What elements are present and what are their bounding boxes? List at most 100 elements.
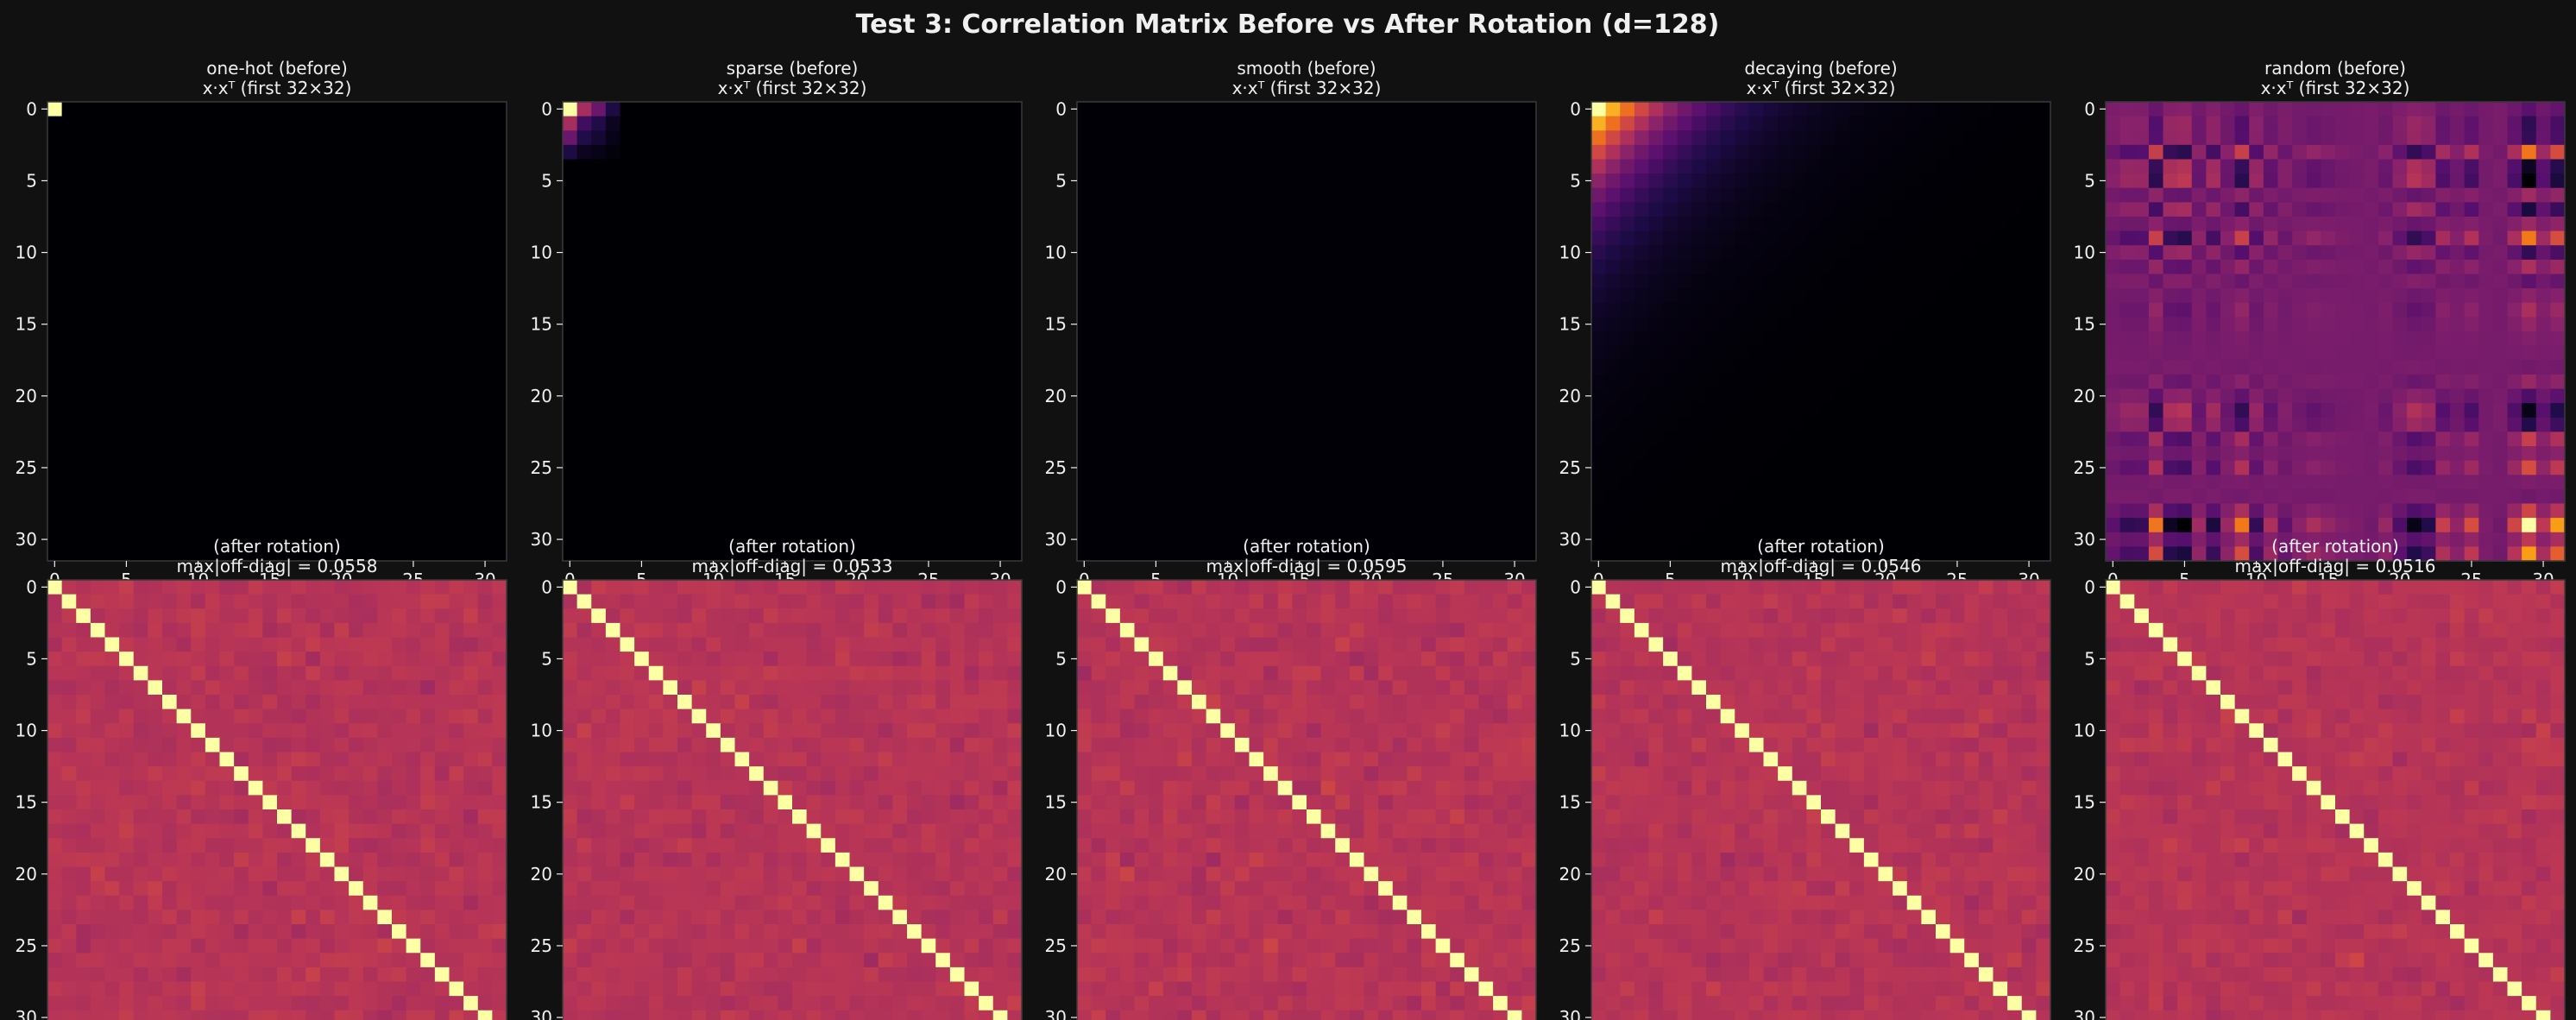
heatmap-cell [734,245,750,261]
heatmap-cell [1849,187,1865,203]
heatmap-cell [334,245,350,261]
heatmap-cell [291,546,306,562]
heatmap-cell [1277,288,1293,304]
heatmap-cell [219,403,235,419]
heatmap-cell [1936,360,1951,375]
heatmap-cell [1450,388,1465,404]
heatmap-cell [2550,317,2566,332]
heatmap-cell [1277,331,1293,347]
heatmap-cell [1748,202,1765,217]
heatmap-cell [2522,345,2537,361]
heatmap-cell [1620,431,1635,447]
heatmap-cell [119,159,135,174]
heatmap-cell [2378,159,2394,174]
heatmap-panel-5: random (before)x·xᵀ (first 32×32)0055101… [2074,58,2566,590]
heatmap-cell [277,446,293,462]
heatmap-cell [434,274,450,289]
heatmap-cell [605,144,621,161]
heatmap-cell [76,403,91,419]
heatmap-cell [1863,102,1880,117]
heatmap-cell [104,173,120,189]
heatmap-cell [1763,503,1779,519]
heatmap-cell [677,460,693,475]
heatmap-cell [576,431,592,447]
heatmap-cell [992,460,1008,475]
heatmap-cell [979,532,994,547]
heatmap-cell [1177,130,1193,146]
heatmap-cell [949,403,966,419]
heatmap-cell [334,431,350,447]
heatmap-cell [1478,102,1494,117]
heatmap-cell [734,403,750,419]
heatmap-cell [463,345,479,361]
heatmap-cell [806,360,822,375]
heatmap-cell [1134,503,1149,519]
heatmap-cell [1591,144,1607,161]
heatmap-cell [1763,518,1779,533]
heatmap-cell [806,446,822,462]
heatmap-cell [119,360,135,375]
heatmap-cell [61,460,77,475]
heatmap-cell [2220,288,2236,304]
heatmap-cell [176,230,192,246]
heatmap-cell [878,431,893,447]
heatmap-cell [1320,274,1336,289]
heatmap-cell [1735,317,1750,332]
heatmap-cell [1591,230,1607,246]
heatmap-cell [1949,546,1965,562]
heatmap-cell [1478,403,1494,419]
heatmap-cell [362,546,378,562]
heatmap-cell [1077,159,1093,174]
heatmap-cell [1493,317,1508,332]
heatmap-cell [749,187,765,203]
heatmap-cell [1450,503,1465,519]
heatmap-cell [663,331,678,347]
heatmap-cell [1277,460,1293,475]
heatmap-cell [1263,518,1279,533]
heatmap-cell [605,488,621,505]
heatmap-cell [262,317,278,332]
heatmap-cell [878,302,893,318]
heatmap-cell [76,202,91,217]
y-tick-label: 0 [1570,98,1581,119]
heatmap-cell [1936,144,1951,161]
heatmap-cell [591,159,607,174]
heatmap-cell [133,230,148,246]
heatmap-cell [1663,302,1678,318]
heatmap-cell [119,116,135,131]
heatmap-cell [2036,173,2051,189]
heatmap-cell [1720,518,1735,533]
heatmap-cell [2407,144,2422,161]
heatmap-cell [806,532,822,547]
heatmap-cell [262,475,278,490]
heatmap-cell [1863,274,1880,289]
heatmap-cell [1206,202,1221,217]
heatmap-cell [1835,230,1850,246]
heatmap-cell [1835,403,1850,419]
heatmap-cell [892,288,908,304]
heatmap-cell [420,116,436,131]
heatmap-cell [1091,475,1106,490]
heatmap-cell [2450,173,2466,189]
heatmap-cell [2435,288,2451,304]
heatmap-cell [248,460,263,475]
heatmap-cell [1835,503,1850,519]
heatmap-cell [2177,202,2193,217]
heatmap-cell [61,217,77,232]
heatmap-cell [1307,345,1322,361]
heatmap-cell [90,202,106,217]
heatmap-cell [133,302,148,318]
heatmap-cell [992,331,1008,347]
heatmap-cell [663,259,678,275]
heatmap-cell [2492,360,2509,375]
heatmap-cell [1134,230,1149,246]
heatmap-cell [1292,302,1307,318]
heatmap-cell [234,374,249,390]
heatmap-cell [864,230,879,246]
heatmap-cell [763,317,778,332]
heatmap-cell [1778,116,1793,131]
heatmap-cell [319,288,336,304]
heatmap-cell [406,245,421,261]
heatmap-cell [191,130,206,146]
heatmap-cell [1177,259,1193,275]
